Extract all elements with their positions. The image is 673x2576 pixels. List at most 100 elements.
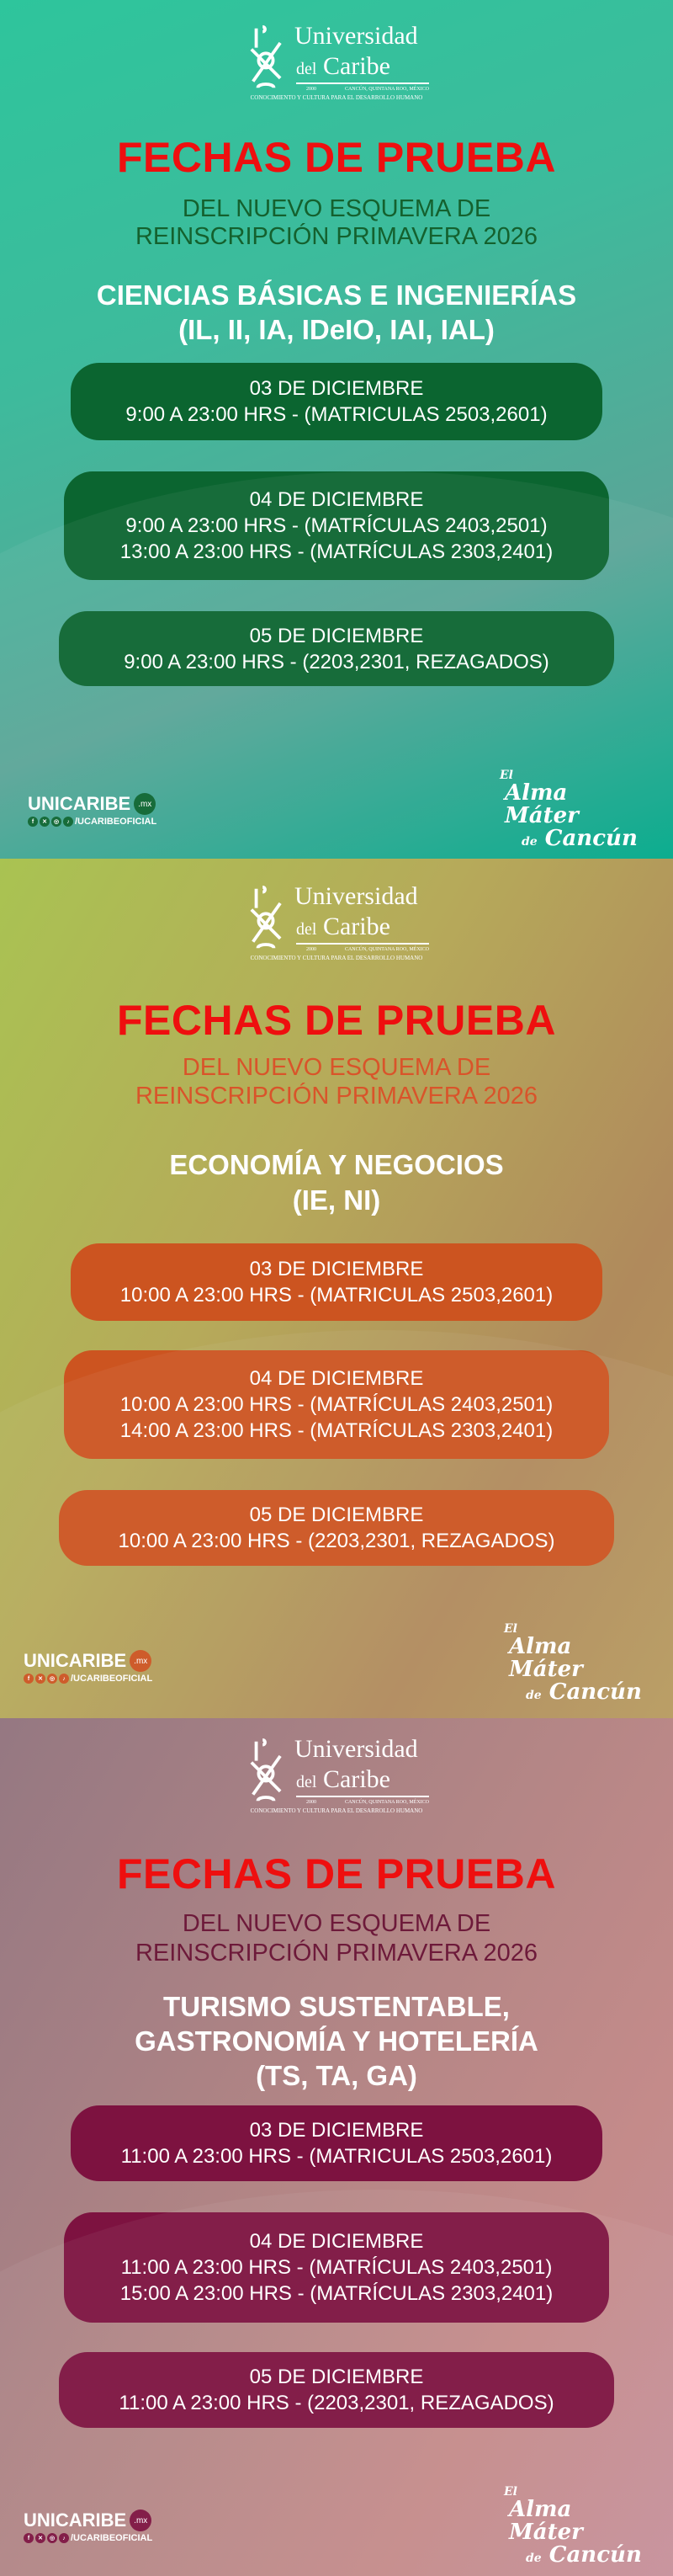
logo-rule xyxy=(296,82,429,84)
logo-text-caribe: Caribe xyxy=(322,913,390,940)
x-icon[interactable]: ✕ xyxy=(35,1674,45,1684)
date-card-05: 05 DE DICIEMBRE 10:00 A 23:00 HRS - (220… xyxy=(59,1490,614,1566)
slogan-cancun: Cancún xyxy=(548,1679,642,1706)
logo-text-universidad: Universidad xyxy=(294,882,418,910)
social-handle[interactable]: /UCARIBEOFICIAL xyxy=(71,1674,153,1684)
date-card-04: 04 DE DICIEMBRE 10:00 A 23:00 HRS - (MAT… xyxy=(64,1350,609,1459)
university-logo: Universidad del Caribe 2000 CANCÚN, QUIN… xyxy=(244,22,429,103)
mayan-glyph-icon xyxy=(250,886,282,950)
category-title-2: (IE, NI) xyxy=(292,1184,381,1216)
instagram-icon[interactable]: ◎ xyxy=(47,2533,57,2543)
logo-rule xyxy=(296,1796,429,1797)
tiktok-icon[interactable]: ♪ xyxy=(59,2533,69,2543)
slogan-el: El xyxy=(500,769,513,782)
logo-rule xyxy=(296,943,429,945)
card-date: 04 DE DICIEMBRE xyxy=(249,2230,424,2253)
card-schedule-line: 11:00 A 23:00 HRS - (MATRICULAS 2503,260… xyxy=(120,2145,553,2168)
logo-motto: CONOCIMIENTO Y CULTURA PARA EL DESARROLL… xyxy=(250,1807,423,1814)
logo-text-universidad: Universidad xyxy=(294,1735,418,1763)
brand-name: UNICARIBE xyxy=(24,2509,127,2531)
social-handle[interactable]: /UCARIBEOFICIAL xyxy=(71,2533,153,2543)
logo-motto: CONOCIMIENTO Y CULTURA PARA EL DESARROLL… xyxy=(250,94,423,101)
slogan: El Alma Máter de Cancún xyxy=(501,1623,652,1705)
card-date: 05 DE DICIEMBRE xyxy=(249,2366,424,2388)
category-title-2: GASTRONOMÍA Y HOTELERÍA xyxy=(135,2025,538,2057)
category-title-2: (IL, II, IA, IDeIO, IAI, IAL) xyxy=(178,314,495,345)
category-title-1: ECONOMÍA Y NEGOCIOS xyxy=(169,1149,504,1180)
subtitle-line-1: DEL NUEVO ESQUEMA DE xyxy=(182,195,491,222)
page-title: FECHAS DE PRUEBA xyxy=(117,997,556,1044)
university-logo: Universidad del Caribe 2000 CANCÚN, QUIN… xyxy=(244,882,429,963)
slogan-alma-mater: Alma Máter xyxy=(509,1633,583,1682)
facebook-icon[interactable]: f xyxy=(28,817,38,827)
logo-year: 2000 xyxy=(306,87,316,92)
category-title-1: CIENCIAS BÁSICAS E INGENIERÍAS xyxy=(96,279,577,311)
date-card-03: 03 DE DICIEMBRE 9:00 A 23:00 HRS - (MATR… xyxy=(71,363,602,440)
card-schedule-line: 10:00 A 23:00 HRS - (MATRÍCULAS 2403,250… xyxy=(119,1393,554,1416)
card-schedule-line: 11:00 A 23:00 HRS - (MATRÍCULAS 2403,250… xyxy=(120,2256,553,2279)
card-schedule-line: 15:00 A 23:00 HRS - (MATRÍCULAS 2303,240… xyxy=(119,2282,554,2305)
footer-brand: UNICARIBE .mx f ✕ ◎ ♪ /UCARIBEOFICIAL xyxy=(28,793,156,827)
social-handle[interactable]: /UCARIBEOFICIAL xyxy=(75,817,157,827)
logo-text-universidad: Universidad xyxy=(294,22,418,50)
tiktok-icon[interactable]: ♪ xyxy=(63,817,73,827)
brand-name: UNICARIBE xyxy=(28,793,131,814)
brand-tld-badge: .mx xyxy=(134,793,156,815)
subtitle-line-2: REINSCRIPCIÓN PRIMAVERA 2026 xyxy=(135,1083,538,1110)
subtitle-line-1: DEL NUEVO ESQUEMA DE xyxy=(182,1054,491,1081)
page-title: FECHAS DE PRUEBA xyxy=(117,134,556,181)
subtitle-line-2: REINSCRIPCIÓN PRIMAVERA 2026 xyxy=(135,1940,538,1967)
facebook-icon[interactable]: f xyxy=(24,2533,34,2543)
date-card-04: 04 DE DICIEMBRE 9:00 A 23:00 HRS - (MATR… xyxy=(64,471,609,580)
logo-motto: CONOCIMIENTO Y CULTURA PARA EL DESARROLL… xyxy=(250,955,423,961)
slogan-el: El xyxy=(504,1622,517,1636)
logo-text-caribe: Caribe xyxy=(322,1765,390,1793)
brand-name: UNICARIBE xyxy=(24,1650,127,1671)
mayan-glyph-icon xyxy=(250,25,282,89)
logo-text-del: del xyxy=(296,1773,317,1791)
card-schedule-line: 10:00 A 23:00 HRS - (2203,2301, REZAGADO… xyxy=(118,1530,555,1552)
logo-text-del: del xyxy=(296,920,317,939)
card-schedule-line: 14:00 A 23:00 HRS - (MATRÍCULAS 2303,240… xyxy=(119,1419,554,1442)
slogan-de: de xyxy=(526,2552,542,2566)
card-schedule-line: 11:00 A 23:00 HRS - (2203,2301, REZAGADO… xyxy=(119,2392,554,2414)
university-logo: Universidad del Caribe 2000 CANCÚN, QUIN… xyxy=(244,1735,429,1816)
footer-brand: UNICARIBE .mx f ✕ ◎ ♪ /UCARIBEOFICIAL xyxy=(24,1650,152,1684)
slogan-de: de xyxy=(526,1689,542,1703)
date-card-05: 05 DE DICIEMBRE 9:00 A 23:00 HRS - (2203… xyxy=(59,611,614,686)
logo-text-caribe: Caribe xyxy=(322,52,390,80)
card-date: 04 DE DICIEMBRE xyxy=(249,1367,424,1390)
card-schedule-line: 13:00 A 23:00 HRS - (MATRÍCULAS 2303,240… xyxy=(119,540,554,563)
logo-city: CANCÚN, QUINTANA ROO, MÉXICO xyxy=(344,87,429,92)
logo-city: CANCÚN, QUINTANA ROO, MÉXICO xyxy=(344,1800,429,1805)
section-turismo: Universidad del Caribe 2000 CANCÚN, QUIN… xyxy=(0,1718,673,2576)
subtitle-line-1: DEL NUEVO ESQUEMA DE xyxy=(182,1910,491,1937)
card-date: 03 DE DICIEMBRE xyxy=(249,377,424,400)
card-schedule-line: 9:00 A 23:00 HRS - (MATRICULAS 2503,2601… xyxy=(125,403,548,426)
slogan-alma-mater: Alma Máter xyxy=(509,2496,583,2545)
facebook-icon[interactable]: f xyxy=(24,1674,34,1684)
logo-city: CANCÚN, QUINTANA ROO, MÉXICO xyxy=(344,947,429,952)
x-icon[interactable]: ✕ xyxy=(40,817,50,827)
card-date: 05 DE DICIEMBRE xyxy=(249,1504,424,1526)
date-card-05: 05 DE DICIEMBRE 11:00 A 23:00 HRS - (220… xyxy=(59,2352,614,2428)
card-date: 04 DE DICIEMBRE xyxy=(249,488,424,511)
logo-year: 2000 xyxy=(306,1800,316,1805)
instagram-icon[interactable]: ◎ xyxy=(47,1674,57,1684)
page-title: FECHAS DE PRUEBA xyxy=(117,1850,556,1897)
section-ciencias-basicas: Universidad del Caribe 2000 CANCÚN, QUIN… xyxy=(0,0,673,859)
card-schedule-line: 9:00 A 23:00 HRS - (2203,2301, REZAGADOS… xyxy=(124,650,549,673)
card-schedule-line: 10:00 A 23:00 HRS - (MATRICULAS 2503,260… xyxy=(119,1284,554,1307)
slogan-el: El xyxy=(504,2485,517,2499)
mayan-glyph-icon xyxy=(250,1738,282,1802)
logo-text-del: del xyxy=(296,60,317,78)
category-title-3: (TS, TA, GA) xyxy=(256,2060,417,2091)
x-icon[interactable]: ✕ xyxy=(35,2533,45,2543)
instagram-icon[interactable]: ◎ xyxy=(51,817,61,827)
date-card-03: 03 DE DICIEMBRE 11:00 A 23:00 HRS - (MAT… xyxy=(71,2105,602,2181)
slogan: El Alma Máter de Cancún xyxy=(501,2486,652,2568)
tiktok-icon[interactable]: ♪ xyxy=(59,1674,69,1684)
date-card-03: 03 DE DICIEMBRE 10:00 A 23:00 HRS - (MAT… xyxy=(71,1243,602,1321)
date-card-04: 04 DE DICIEMBRE 11:00 A 23:00 HRS - (MAT… xyxy=(64,2212,609,2323)
subtitle-line-2: REINSCRIPCIÓN PRIMAVERA 2026 xyxy=(135,223,538,250)
